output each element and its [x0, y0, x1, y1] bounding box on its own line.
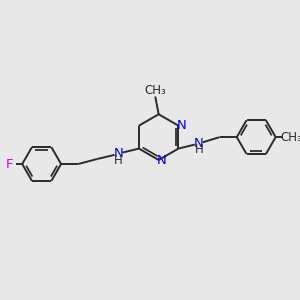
Text: N: N: [177, 118, 187, 132]
Text: H: H: [195, 143, 203, 156]
Text: CH₃: CH₃: [280, 130, 300, 144]
Text: N: N: [113, 147, 123, 160]
Text: H: H: [114, 154, 123, 166]
Text: F: F: [6, 158, 14, 170]
Text: CH₃: CH₃: [144, 84, 166, 97]
Text: N: N: [194, 137, 204, 150]
Text: N: N: [157, 154, 167, 167]
